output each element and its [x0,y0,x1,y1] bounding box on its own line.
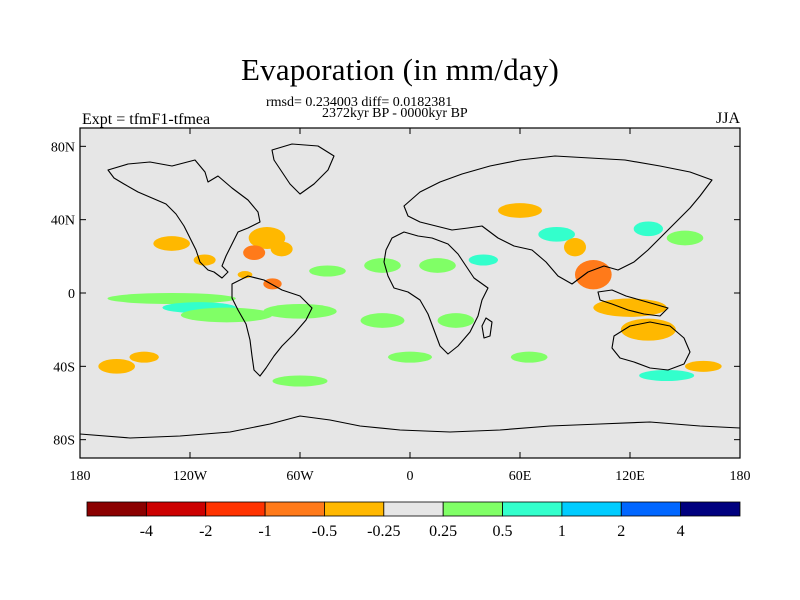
colorbar-label: 0.5 [493,523,513,540]
colorbar-label: 1 [558,523,566,540]
field-region-30 [388,351,432,363]
lon-tick-label: 180 [730,469,751,484]
colorbar-label: 2 [617,523,625,540]
field-region-25 [685,360,722,372]
colorbar-label: 0.25 [429,523,457,540]
colorbar-label: -0.5 [312,523,337,540]
field-region-12 [437,313,475,328]
colorbar-swatch [680,501,741,517]
eurasia-coastline [403,155,713,285]
stats-line: rmsd= 0.234003 diff= 0.0182381 [266,95,453,110]
colorbar-swatch [502,501,563,517]
field-region-10 [263,304,337,319]
coastlines [80,143,740,439]
field-region-20 [633,221,663,237]
field-region-1 [193,254,216,266]
colorbar-swatch [324,501,385,517]
colorbar-swatch [383,501,444,517]
australia-coastline [611,321,691,371]
lat-tick-label: 40N [51,214,75,229]
period-line: 2372kyr BP - 0000kyr BP [322,106,468,121]
field-region-26 [98,359,135,374]
field-region-17 [498,203,542,218]
field-region-16 [538,227,576,242]
field-region-5 [263,278,282,290]
field-region-24 [639,370,695,381]
colorbar-label: -1 [258,523,271,540]
field-region-27 [129,351,159,363]
field-region-18 [575,260,612,290]
colorbar-label: -4 [140,523,153,540]
colorbar-swatch [205,501,266,517]
south-america-coastline [231,275,313,377]
field-region-13 [364,258,401,273]
colorbar-swatch [620,501,682,517]
lat-tick-label: 40S [53,360,75,375]
north-america-coastline [107,159,261,279]
field-region-0 [153,236,191,251]
colorbar: -4 -2 -1 -0.5 -0.25 0.25 0.5 1 2 4 [86,501,741,540]
plot-title: Evaporation (in mm/day) [241,52,559,87]
field-region-19 [564,238,586,257]
colorbar-swatch [561,501,622,517]
field-region-11 [360,313,405,328]
colorbar-label: 4 [677,523,685,540]
antarctica-coastline [80,415,740,439]
colorbar-label: -0.25 [367,523,400,540]
colorbar-swatch [86,501,147,517]
field-region-22 [593,298,667,317]
indonesia-coastline [597,289,669,317]
europe-africa-coastline [383,231,489,355]
field-region-15 [468,254,499,266]
field-region-9 [180,307,273,323]
greenland-coastline [271,143,335,195]
madagascar-coastline [481,317,493,339]
field-region-4 [270,241,293,257]
field-region-21 [666,230,704,246]
colorbar-swatch [145,501,207,517]
experiment-label: Expt = tfmF1-tfmea [82,111,211,128]
field-region-31 [510,351,548,363]
lon-tick-label: 60E [509,469,532,484]
axis-ticks: 80N 40N 0 40S 80S 180 120W 60W 0 60E 120E 180 [51,128,751,484]
evaporation-field [98,203,722,387]
lat-tick-label: 80S [53,434,75,449]
lon-tick-label: 0 [407,469,414,484]
colorbar-swatch [264,501,325,517]
field-region-28 [272,375,328,387]
field-region-14 [419,258,456,273]
lat-tick-label: 80N [51,140,75,155]
season-label: JJA [715,110,740,127]
field-region-29 [309,265,346,277]
field-region-7 [107,293,236,304]
field-region-3 [243,245,266,260]
lon-tick-label: 120E [615,469,645,484]
colorbar-label: -2 [199,523,212,540]
lon-tick-label: 120W [173,469,208,484]
lat-tick-label: 0 [68,287,75,302]
colorbar-swatch [442,501,503,517]
lon-tick-label: 60W [286,469,314,484]
lon-tick-label: 180 [70,469,91,484]
